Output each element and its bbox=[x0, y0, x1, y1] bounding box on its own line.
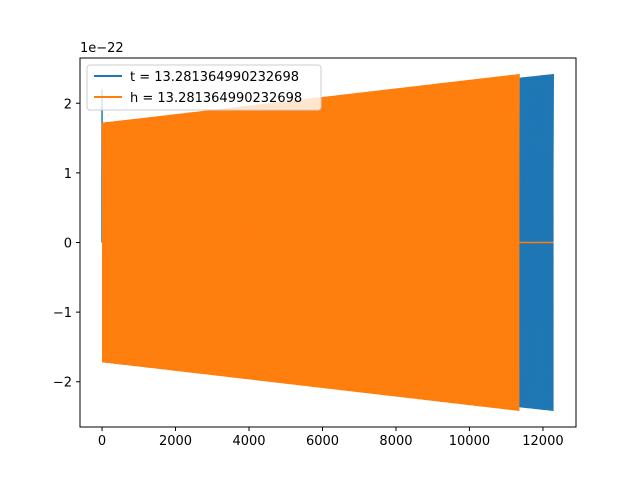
y-tick-label: −1 bbox=[53, 306, 72, 321]
y-tick-label: −2 bbox=[53, 376, 72, 391]
y-tick-label: 0 bbox=[64, 237, 72, 252]
axis-ticks: 0 2000 4000 6000 8000 10000 12000 −2 −1 0 1 2 bbox=[53, 97, 564, 449]
legend-label-h: h = 13.281364990232698 bbox=[130, 91, 302, 106]
legend: t = 13.281364990232698 h = 13.2813649902… bbox=[86, 64, 322, 111]
x-tick-label: 6000 bbox=[306, 434, 339, 449]
x-tick-label: 4000 bbox=[232, 434, 265, 449]
y-tick-label: 1 bbox=[64, 167, 72, 182]
x-tick-label: 8000 bbox=[379, 434, 412, 449]
x-tick-label: 2000 bbox=[159, 434, 192, 449]
plot-area bbox=[101, 74, 554, 411]
legend-label-t: t = 13.281364990232698 bbox=[130, 70, 299, 85]
legend-box bbox=[86, 64, 322, 111]
series-h bbox=[101, 74, 554, 411]
x-tick-label: 10000 bbox=[449, 434, 490, 449]
y-offset-text: 1e−22 bbox=[80, 41, 124, 56]
x-tick-label: 0 bbox=[98, 434, 106, 449]
x-tick-label: 12000 bbox=[522, 434, 563, 449]
y-tick-label: 2 bbox=[64, 97, 72, 112]
